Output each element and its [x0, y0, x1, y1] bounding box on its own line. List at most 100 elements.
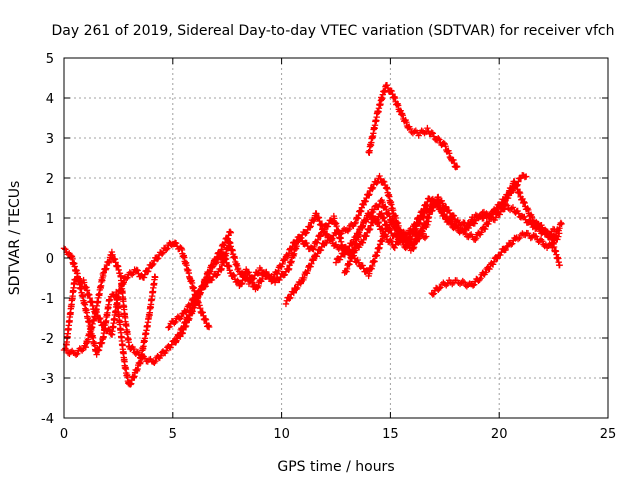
data-point: [149, 261, 156, 269]
data-point: [213, 272, 220, 279]
data-point: [505, 191, 512, 198]
data-point: [258, 275, 266, 283]
data-point: [324, 223, 332, 230]
data-point: [502, 246, 509, 254]
data-point: [557, 219, 565, 227]
data-point: [385, 226, 392, 233]
data-point: [473, 235, 480, 242]
data-point: [297, 234, 305, 242]
data-point: [386, 213, 393, 220]
data-point: [516, 234, 523, 242]
data-point: [379, 226, 386, 233]
y-tick-label: -2: [41, 332, 54, 347]
data-point: [303, 229, 310, 236]
data-point: [551, 226, 558, 233]
data-point: [369, 185, 376, 193]
data-point: [294, 284, 301, 292]
data-point: [214, 271, 221, 278]
data-point: [492, 214, 500, 221]
data-point: [180, 323, 187, 330]
series-track-10: [428, 229, 563, 298]
data-point: [409, 226, 417, 233]
data-point: [429, 130, 437, 137]
data-point: [382, 206, 390, 213]
data-point: [376, 172, 383, 180]
data-point: [203, 279, 210, 287]
data-point: [172, 318, 179, 326]
data-point: [290, 289, 297, 297]
x-tick-label: 0: [60, 427, 68, 442]
data-point: [359, 239, 367, 246]
data-point: [370, 206, 378, 213]
data-point: [388, 87, 395, 95]
data-point: [205, 323, 213, 331]
data-point: [507, 185, 515, 192]
data-point: [172, 239, 180, 247]
data-point: [306, 224, 314, 231]
data-point: [62, 345, 69, 352]
data-point: [358, 224, 366, 231]
data-point: [429, 291, 437, 298]
data-point: [226, 228, 234, 235]
data-point: [477, 275, 484, 282]
data-point: [399, 233, 406, 241]
data-point: [332, 241, 340, 248]
data-point: [525, 206, 532, 214]
data-point: [208, 264, 216, 271]
data-point: [303, 239, 310, 247]
data-point: [105, 326, 112, 333]
data-point: [382, 233, 390, 240]
y-tick-label: 3: [46, 132, 54, 147]
data-point: [486, 265, 493, 273]
data-point: [430, 290, 438, 297]
data-point: [450, 212, 458, 219]
data-point: [204, 279, 211, 286]
data-point: [165, 324, 172, 331]
data-point: [416, 215, 423, 222]
data-point: [509, 240, 516, 247]
data-point: [97, 315, 104, 323]
data-point: [383, 81, 391, 89]
data-point: [361, 216, 369, 224]
data-point: [150, 260, 157, 268]
data-point: [403, 119, 410, 126]
data-point: [375, 203, 382, 211]
data-point: [363, 216, 370, 223]
data-point: [257, 266, 265, 274]
plot-frame: [63, 57, 609, 419]
data-point: [481, 225, 489, 233]
x-axis-label: GPS time / hours: [277, 459, 394, 475]
data-point: [496, 211, 503, 218]
data-point: [441, 211, 448, 218]
data-point: [475, 214, 482, 221]
data-point: [423, 202, 430, 209]
data-point: [555, 233, 562, 240]
data-point: [234, 265, 242, 272]
data-point: [390, 219, 397, 227]
data-point: [542, 227, 550, 235]
data-point: [445, 207, 453, 214]
data-point: [420, 213, 428, 220]
data-point: [437, 284, 444, 291]
data-point: [467, 220, 474, 227]
data-point: [255, 282, 262, 290]
data-point: [426, 206, 433, 213]
data-point: [411, 239, 418, 247]
y-tick-label: -4: [41, 412, 54, 427]
data-point: [208, 276, 216, 284]
data-point: [173, 337, 180, 344]
data-series: [60, 81, 565, 388]
data-point: [309, 217, 316, 224]
data-point: [359, 262, 366, 269]
data-point: [293, 237, 301, 244]
data-point: [313, 239, 321, 246]
data-point: [171, 319, 178, 327]
data-point: [428, 129, 435, 136]
data-point: [264, 271, 271, 278]
data-point: [181, 318, 189, 326]
data-point: [395, 238, 403, 245]
data-point: [224, 235, 232, 242]
data-point: [339, 244, 346, 251]
data-point: [460, 279, 468, 286]
